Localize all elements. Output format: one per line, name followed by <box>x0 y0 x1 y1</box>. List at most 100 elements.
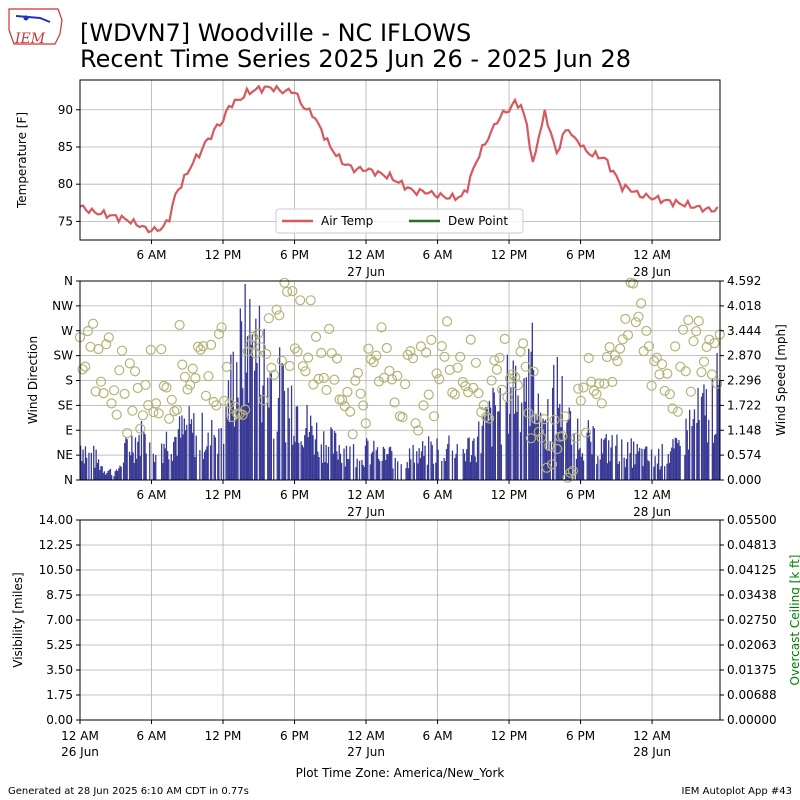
wind-direction-marker <box>179 371 190 382</box>
wind-direction-marker <box>255 342 266 353</box>
wind-speed-bar <box>552 387 554 480</box>
wind-direction-marker <box>512 380 524 391</box>
wind-speed-bar <box>703 384 705 480</box>
wind-direction-marker <box>620 313 631 324</box>
wind-speed-bar <box>88 452 90 480</box>
temperature-panel: 75 80 85 90 6 AM 12 PM 6 PM 12 AM 27 Jun 6 AM 12 … <box>15 79 721 279</box>
wind-direction-marker <box>612 356 623 367</box>
wind-direction-marker <box>473 388 484 399</box>
wind-direction-marker <box>628 278 639 289</box>
wind-direction-marker <box>428 411 440 422</box>
wind-speed-bar <box>610 447 612 480</box>
wind-direction-marker <box>360 418 371 429</box>
wind-speed-bar <box>534 423 536 480</box>
wind-speed-bar <box>573 433 575 480</box>
wind-speed-bar <box>366 438 368 480</box>
wind-speed-bar <box>447 444 449 480</box>
temperature-x-tick-label: 6 PM <box>280 248 309 262</box>
wind-speed-bar <box>408 448 411 480</box>
wind-speed-bar <box>149 442 151 480</box>
wind-speed-bar <box>466 449 468 480</box>
wind-speed-bar <box>126 439 128 480</box>
wind-direction-marker <box>680 366 691 377</box>
wind-speed-bar <box>678 440 680 480</box>
wind-speed-bar <box>372 451 374 480</box>
wind-speed-bar <box>507 433 510 480</box>
wind-speed-bar <box>432 463 435 480</box>
ceiling-tick-label: 0.04125 <box>727 563 777 577</box>
wind-speed-bar <box>383 448 386 480</box>
wind-direction-marker <box>284 360 295 372</box>
wind-speed-bar <box>131 435 133 480</box>
wind-speed-bar <box>505 401 507 480</box>
wind-speed-bar <box>231 400 233 480</box>
temperature-x-date-label: 28 Jun <box>633 265 671 279</box>
wind-speed-bar <box>536 420 538 480</box>
visibility-x-ticks: 12 AM 26 Jun 6 AM 12 PM 6 PM 12 AM 27 Jun 6 AM 1… <box>61 720 671 759</box>
wind-speed-bar <box>557 407 560 480</box>
wind-direction-marker <box>599 378 610 389</box>
wind-speed-bar <box>349 446 351 480</box>
wind-speed-bar <box>338 445 340 480</box>
wind-speed-bar <box>428 436 430 480</box>
wind-speed-bar <box>100 466 102 480</box>
temperature-x-ticks: 6 AM 12 PM 6 PM 12 AM 27 Jun 6 AM 12 PM 6 PM 12 … <box>137 240 671 279</box>
wind-speed-bar <box>609 461 611 480</box>
wind-speed-bar <box>337 459 339 480</box>
wind-speed-bar <box>630 438 632 480</box>
wind-speed-bar <box>330 427 332 480</box>
wind-direction-marker <box>614 343 626 354</box>
wind-direction-marker <box>444 364 455 375</box>
wind-direction-marker <box>161 382 172 393</box>
wind-speed-bar <box>666 463 668 480</box>
visibility-axis-label: Visibility [miles] <box>11 572 25 667</box>
iem-logo: IEM <box>8 8 63 47</box>
wind-speed-bar <box>462 449 464 480</box>
wind-speed-bar <box>202 459 205 480</box>
wind-speed-bar <box>318 457 320 480</box>
wind-direction-marker <box>641 325 652 336</box>
wind-direction-marker <box>698 356 710 367</box>
wind-direction-tick-label: E <box>65 423 73 437</box>
visibility-tick-label: 1.75 <box>46 688 73 702</box>
wind-speed-bar <box>385 460 387 480</box>
wind-speed-bar <box>656 463 659 480</box>
wind-speed-bar <box>410 459 412 480</box>
wind-speed-bar <box>658 448 660 480</box>
wind-direction-tick-label: SW <box>54 349 74 363</box>
wind-direction-marker <box>594 378 605 389</box>
wind-speed-bar <box>246 336 249 480</box>
wind-speed-bar <box>124 443 126 480</box>
wind-speed-bar <box>118 468 120 480</box>
wind-speed-bar <box>474 456 476 480</box>
wind-direction-marker <box>389 397 400 408</box>
wind-speed-bar <box>579 447 581 480</box>
wind-speed-bar <box>567 420 569 480</box>
wind-speed-bar <box>300 441 302 480</box>
wind-speed-bar <box>324 462 326 480</box>
wind-direction-marker <box>195 344 206 355</box>
wind-speed-bar <box>524 401 526 480</box>
wind-direction-marker <box>292 346 303 357</box>
logo-text: IEM <box>14 31 46 47</box>
wind-speed-bar <box>476 436 479 480</box>
wind-speed-bar <box>352 444 355 480</box>
wind-speed-bar <box>287 387 289 480</box>
wind-speed-bar <box>236 362 238 480</box>
wind-speed-bar <box>229 422 231 480</box>
wind-x-tick-label: 6 PM <box>566 488 595 502</box>
wind-speed-bar <box>559 403 561 480</box>
wind-speed-bar <box>143 431 145 480</box>
wind-speed-bar <box>358 460 361 480</box>
wind-speed-bar <box>509 413 511 480</box>
wind-speed-bar <box>308 432 311 480</box>
wind-direction-marker <box>287 286 298 297</box>
wind-direction-marker <box>528 366 539 377</box>
wind-speed-bar <box>696 422 698 480</box>
wind-direction-marker <box>326 348 337 359</box>
wind-direction-marker <box>166 394 177 405</box>
wind-direction-marker <box>533 426 544 437</box>
wind-speed-bar <box>686 430 688 480</box>
wind-speed-bar <box>705 389 707 480</box>
wind-speed-bar <box>145 453 147 480</box>
